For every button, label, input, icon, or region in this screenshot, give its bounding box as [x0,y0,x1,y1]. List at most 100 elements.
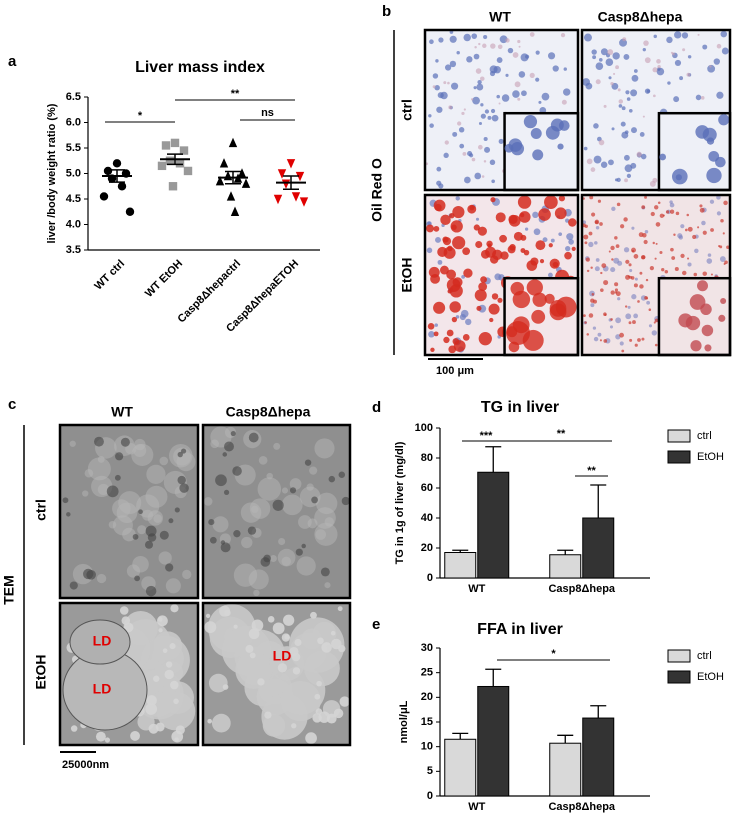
micrograph-texture [530,257,539,266]
micrograph-texture [440,214,451,226]
micrograph-texture [177,451,183,458]
micrograph-texture [687,55,692,59]
micrograph-texture [652,67,658,73]
micrograph-texture [625,313,632,320]
micrograph-texture [429,123,434,128]
micrograph-texture [233,530,241,538]
micrograph-texture [69,581,78,590]
micrograph-texture [304,650,340,687]
micrograph-texture [440,265,449,275]
micrograph-texture [598,139,605,146]
x-tick-label: Casp8Δhepa [548,583,615,595]
micrograph-texture [594,241,598,245]
micrograph-texture [631,226,635,230]
micrograph-texture [314,522,338,546]
micrograph-texture [630,89,638,97]
micrograph-texture [132,533,139,540]
micrograph-texture [637,338,641,342]
data-point [299,197,309,207]
micrograph-texture [657,201,661,205]
significance-label: ** [587,465,596,477]
legend-label: EtOH [697,671,724,683]
micrograph-texture [436,180,442,186]
micrograph-texture [446,329,454,337]
micrograph-texture [476,305,482,311]
row-header: EtOH [33,655,49,690]
micrograph-texture [648,324,653,328]
micrograph-texture [450,220,463,233]
data-point [237,168,247,178]
micrograph-texture [715,156,726,168]
micrograph-texture [253,589,260,597]
micrograph-texture [563,67,567,71]
micrograph-texture [456,50,460,55]
micrograph-texture [518,211,531,223]
micrograph-texture [673,233,676,236]
micrograph-texture [62,497,69,504]
micrograph-texture [273,442,281,450]
micrograph-texture [94,436,104,447]
micrograph-texture [66,512,71,517]
micrograph-texture [565,245,571,252]
micrograph-texture [430,347,435,352]
micrograph-texture [222,684,229,690]
micrograph-texture [86,569,96,580]
micrograph-texture [272,499,284,511]
micrograph-texture [462,247,471,256]
micrograph-texture [700,96,705,100]
micrograph-texture [644,229,649,234]
micrograph-texture [480,113,486,119]
micrograph-texture [560,32,566,38]
micrograph-texture [280,680,321,722]
micrograph-texture [529,32,535,37]
micrograph-texture [695,94,702,101]
x-tick-label: WT EtOH [143,258,185,300]
micrograph-texture [180,448,187,454]
micrograph-texture [650,211,655,217]
data-point [277,169,287,179]
data-point [241,178,251,188]
micrograph-texture [619,341,624,346]
micrograph-texture [500,251,509,260]
micrograph-texture [453,340,466,352]
micrograph-texture [341,496,350,506]
micrograph-texture [209,536,217,544]
micrograph-texture [207,718,213,724]
micrograph-texture [709,199,715,204]
micrograph-texture [490,108,496,114]
micrograph-texture [427,323,435,330]
micrograph-texture [612,52,620,60]
micrograph-texture [429,39,434,45]
micrograph-texture [601,263,607,268]
micrograph-texture [505,38,510,43]
micrograph-texture [435,236,441,243]
micrograph-texture [455,196,460,201]
micrograph-texture [158,551,172,565]
micrograph-texture [508,214,518,224]
micrograph-texture [639,284,644,289]
micrograph-texture [497,297,503,303]
micrograph-texture [477,226,487,236]
micrograph-texture [623,247,630,253]
micrograph-texture [210,439,220,449]
micrograph-texture [462,151,467,156]
column-header: Casp8Δhepa [598,9,683,25]
micrograph-texture [702,44,708,50]
micrograph-texture [314,693,321,700]
data-point [183,166,193,176]
micrograph-texture [618,99,624,104]
micrograph-texture [484,109,490,114]
micrograph-texture [615,291,621,297]
micrograph-texture [618,104,623,108]
micrograph-texture [495,212,506,223]
micrograph-texture [610,290,615,295]
micrograph-texture [159,530,169,540]
micrograph-texture [533,228,541,236]
micrograph-texture [478,42,481,46]
sem-bar [283,175,299,191]
micrograph-texture [710,273,713,276]
micrograph-texture [655,242,658,245]
micrograph-texture [542,237,548,243]
micrograph-texture [653,321,656,324]
micrograph-texture [611,127,615,131]
